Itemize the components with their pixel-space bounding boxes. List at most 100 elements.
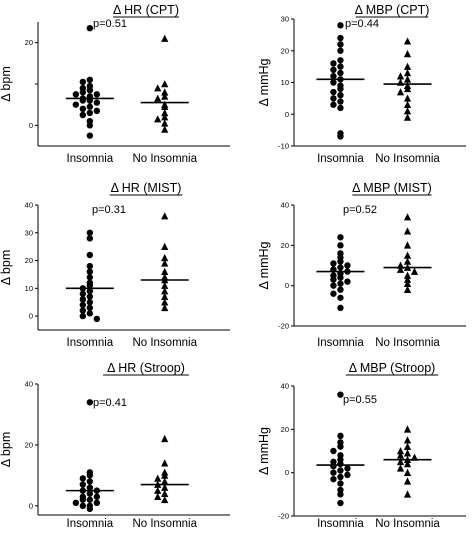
- data-point-triangle: [154, 94, 162, 102]
- data-point-circle: [337, 234, 344, 241]
- data-point-circle: [337, 47, 344, 54]
- data-point-circle: [330, 462, 337, 470]
- data-point-triangle: [403, 241, 412, 249]
- data-point-triangle: [161, 303, 169, 312]
- data-point-triangle: [161, 281, 169, 289]
- panel-title: Δ MBP (MIST): [352, 181, 432, 195]
- data-point-circle: [79, 502, 87, 510]
- data-point-circle: [72, 101, 80, 108]
- data-point-circle: [330, 79, 337, 86]
- data-point-circle: [72, 499, 80, 507]
- y-tick-label: 20: [25, 256, 33, 265]
- data-point-triangle: [161, 292, 169, 300]
- data-point-circle: [86, 478, 94, 485]
- data-point-circle: [86, 274, 94, 281]
- data-point-circle: [93, 493, 101, 500]
- data-point-circle: [86, 310, 94, 317]
- data-point-triangle: [403, 37, 412, 45]
- data-point-triangle: [161, 119, 169, 127]
- data-point-triangle: [161, 459, 169, 467]
- data-point-triangle: [161, 113, 169, 121]
- data-point-triangle: [161, 80, 169, 88]
- data-point-circle: [86, 87, 94, 94]
- data-point-circle: [86, 299, 94, 306]
- panel-title: Δ MBP (Stroop): [349, 361, 436, 375]
- y-tick-label: -10: [278, 142, 289, 151]
- y-axis-label: Δ mmHg: [257, 58, 271, 106]
- chart-panel-1: Δ HR (CPT)p=0.51 Δ bpm 0 20 Insomnia No Insom…: [0, 3, 230, 165]
- data-point-circle: [86, 304, 94, 311]
- data-point-circle: [79, 312, 87, 320]
- data-point-circle: [337, 294, 344, 301]
- data-point-triangle: [403, 113, 412, 121]
- data-point-circle: [337, 133, 344, 140]
- data-point-circle: [337, 480, 344, 487]
- data-point-circle: [72, 91, 80, 98]
- data-point-triangle: [396, 88, 405, 96]
- data-point-triangle: [403, 449, 412, 457]
- data-point-circle: [79, 89, 87, 96]
- data-point-triangle: [403, 468, 412, 476]
- data-point-triangle: [403, 285, 412, 293]
- p-value-label: p=0.51: [93, 18, 127, 30]
- data-point-circle: [330, 88, 337, 96]
- data-point-triangle: [161, 109, 169, 117]
- data-point-circle: [337, 98, 344, 105]
- data-point-circle: [86, 472, 94, 479]
- data-point-circle: [86, 505, 94, 513]
- data-point-triangle: [396, 447, 405, 455]
- data-point-circle: [344, 278, 351, 285]
- data-point-triangle: [154, 486, 162, 494]
- data-point-triangle: [396, 451, 405, 459]
- y-tick-label: 20: [281, 46, 289, 55]
- p-value-label: p=0.31: [92, 204, 126, 216]
- data-point-triangle: [161, 434, 169, 443]
- y-tick-label: 10: [281, 78, 289, 87]
- data-point-triangle: [161, 471, 169, 479]
- category-label: Insomnia: [67, 153, 114, 165]
- data-point-triangle: [410, 267, 419, 275]
- chart-panel-4: Δ MBP (MIST) p=0.52 Δ mmHg -20 0 20 40 Insomnia…: [257, 181, 466, 349]
- data-point-triangle: [154, 115, 162, 123]
- y-axis-label: Δ bpm: [0, 66, 13, 101]
- data-point-triangle: [403, 69, 412, 77]
- category-label: Insomnia: [317, 153, 364, 165]
- data-point-circle: [79, 301, 87, 309]
- y-axis-label: Δ bpm: [0, 432, 13, 467]
- data-point-circle: [86, 229, 94, 236]
- data-point-circle: [330, 282, 337, 289]
- y-tick-label: 0: [29, 312, 33, 321]
- data-point-triangle: [403, 251, 412, 259]
- data-point-triangle: [403, 94, 412, 102]
- data-point-circle: [79, 481, 87, 488]
- data-point-triangle: [403, 275, 412, 283]
- data-point-triangle: [403, 460, 412, 468]
- data-point-triangle: [396, 72, 405, 80]
- y-tick-label: 0: [285, 468, 289, 477]
- chart-panel-5: Δ HR (Stroop) p=0.41 Δ bpm 0 20 40 Insomnia No …: [0, 361, 230, 530]
- data-point-circle: [337, 57, 344, 64]
- data-point-circle: [79, 307, 87, 314]
- y-tick-label: 40: [25, 201, 33, 210]
- data-point-circle: [337, 92, 344, 99]
- data-point-circle: [337, 41, 344, 48]
- y-tick-label: 40: [281, 201, 289, 210]
- data-point-triangle: [403, 279, 412, 287]
- panel-title: Δ MBP (CPT): [355, 3, 430, 17]
- data-point-circle: [337, 460, 344, 468]
- data-point-triangle: [403, 62, 412, 70]
- data-point-circle: [79, 290, 87, 298]
- p-value-label: p=0.55: [343, 394, 377, 406]
- data-point-triangle: [161, 34, 169, 42]
- data-point-circle: [86, 122, 94, 129]
- data-point-triangle: [161, 125, 169, 133]
- data-point-circle: [86, 399, 94, 406]
- y-axis-label: Δ mmHg: [257, 427, 271, 475]
- data-point-triangle: [403, 75, 412, 83]
- chart-panel-6: Δ MBP (Stroop) p=0.55 Δ mmHg -20 0 20 40 Insomn…: [257, 361, 466, 530]
- y-tick-label: 0: [285, 281, 289, 290]
- y-tick-label: 0: [29, 121, 33, 130]
- data-point-triangle: [161, 212, 169, 220]
- data-point-circle: [337, 473, 344, 481]
